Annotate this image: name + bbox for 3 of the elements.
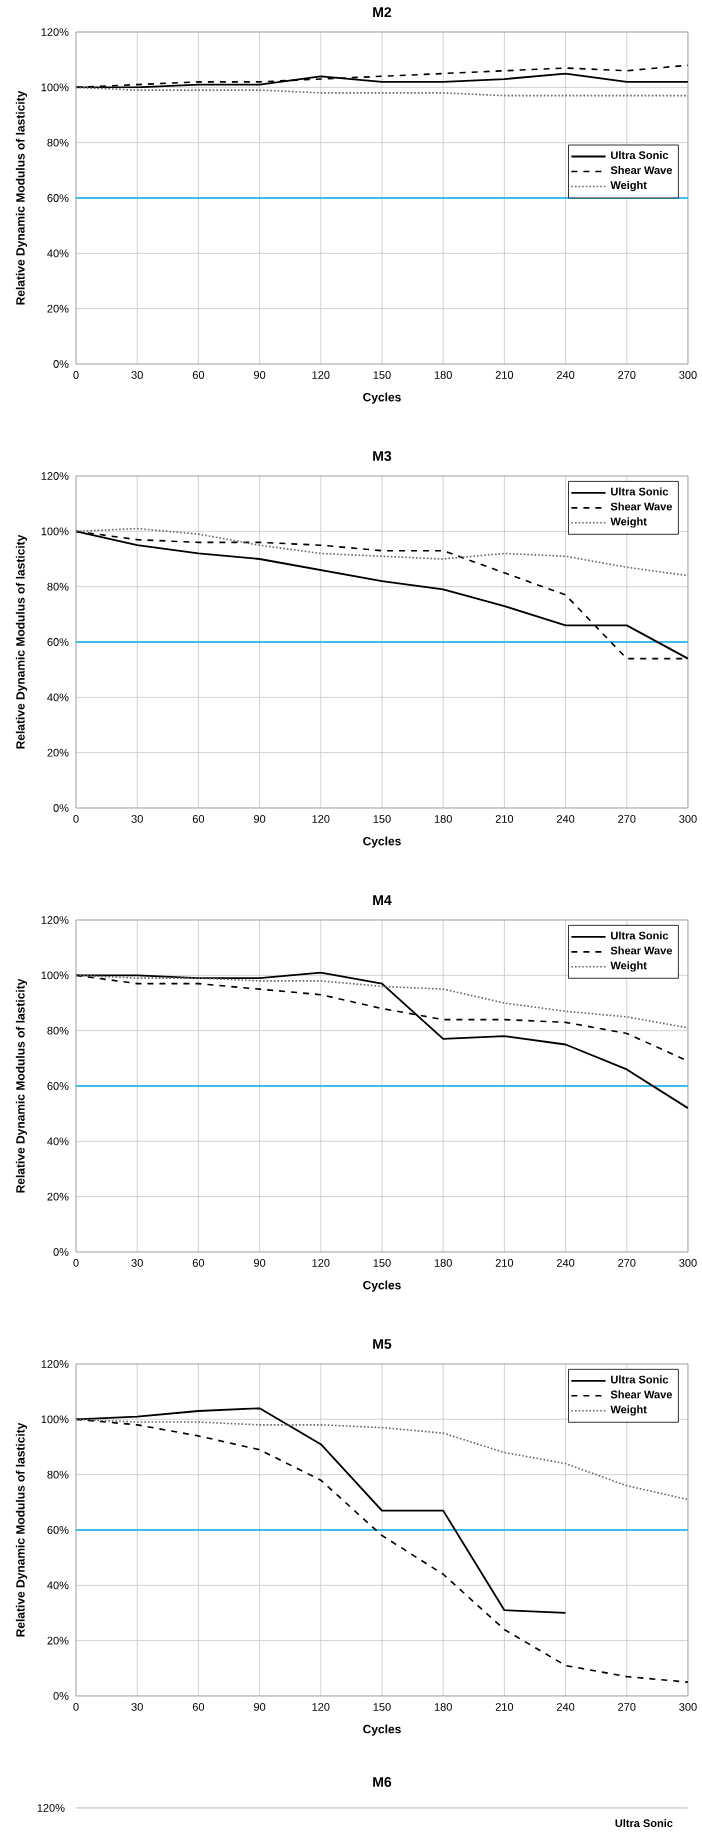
line-series: [76, 974, 688, 1029]
line-series: [76, 527, 688, 577]
line-series: [76, 1418, 688, 1501]
